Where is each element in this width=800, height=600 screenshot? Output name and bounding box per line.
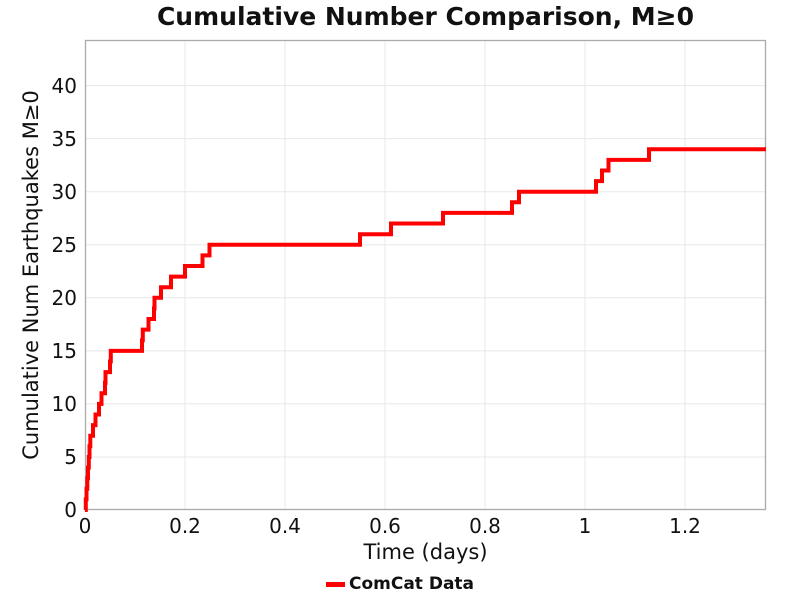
legend-line-swatch <box>325 581 345 587</box>
y-tick-label: 0 <box>64 498 77 522</box>
y-tick-label: 5 <box>64 444 77 469</box>
comcat-step-line <box>83 147 766 512</box>
y-tick-label: 25 <box>51 232 77 257</box>
y-tick-label: 30 <box>51 179 77 204</box>
x-tick-label: 1 <box>578 514 592 538</box>
y-tick-label: 10 <box>51 391 77 416</box>
chart-title: Cumulative Number Comparison, M≥0 <box>156 2 695 31</box>
x-tick-label: 1.2 <box>669 514 701 538</box>
x-tick-label: 0.2 <box>169 514 201 538</box>
y-axis-label: Cumulative Num Earthquakes M≥0 <box>19 90 43 460</box>
y-tick-label: 35 <box>51 126 77 151</box>
y-tick-label: 20 <box>51 285 77 310</box>
x-tick-label: 0.8 <box>469 514 501 538</box>
legend-label: ComCat Data <box>348 574 475 594</box>
y-tick-label: 15 <box>51 338 77 363</box>
x-tick-label: 0.4 <box>269 514 301 538</box>
x-axis-label: Time (days) <box>363 540 488 564</box>
x-tick-label: 0 <box>78 514 92 538</box>
y-tick-label: 40 <box>51 73 77 98</box>
x-tick-label: 0.6 <box>369 514 401 538</box>
plot-frame <box>84 39 767 511</box>
legend: ComCat Data <box>0 571 800 597</box>
